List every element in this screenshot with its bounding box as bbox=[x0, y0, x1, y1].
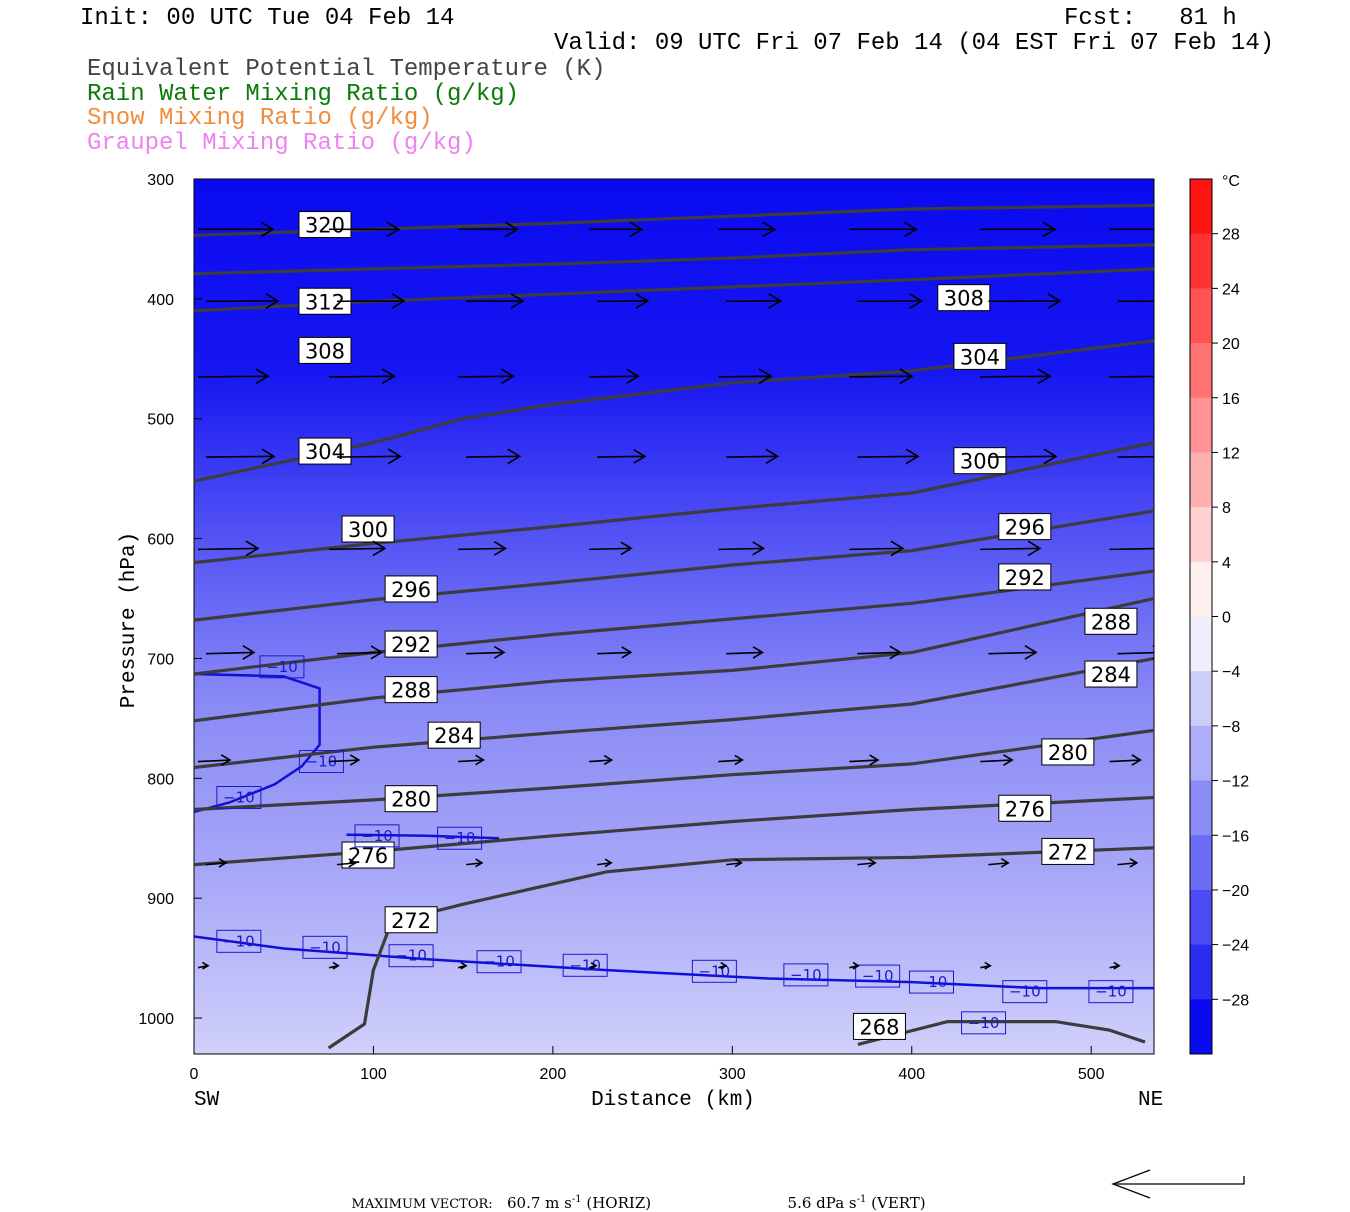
theta-e-contour-label: 288 bbox=[391, 679, 431, 703]
vert-unit: (VERT) bbox=[871, 1194, 926, 1212]
ne-label: NE bbox=[1138, 1089, 1163, 1112]
colorbar-tick-label: −16 bbox=[1222, 828, 1249, 845]
temperature-contour-label: −10 bbox=[223, 788, 255, 806]
x-tick-label: 500 bbox=[1078, 1066, 1105, 1083]
temperature-contour-label: −10 bbox=[223, 932, 255, 950]
theta-e-contour-label: 292 bbox=[1005, 566, 1045, 590]
colorbar-tick-label: 8 bbox=[1222, 500, 1231, 517]
max-vector-label: MAXIMUM VECTOR: bbox=[352, 1197, 493, 1212]
colorbar-tick-label: 20 bbox=[1222, 336, 1240, 353]
colorbar-tick-label: 16 bbox=[1222, 391, 1240, 408]
temperature-contour-label: −10 bbox=[862, 967, 894, 985]
y-tick-label: 500 bbox=[147, 412, 174, 429]
colorbar-tick-label: 0 bbox=[1222, 610, 1231, 627]
theta-e-contour-label: 320 bbox=[305, 214, 345, 238]
y-tick-label: 300 bbox=[147, 172, 174, 189]
theta-e-contour-label: 308 bbox=[305, 339, 345, 363]
theta-e-contour-label: 300 bbox=[960, 450, 1000, 474]
temperature-contour-label: −10 bbox=[790, 966, 822, 984]
theta-e-contour-label: 288 bbox=[1091, 610, 1131, 634]
colorbar-unit: °C bbox=[1222, 173, 1240, 190]
theta-e-contour-label: 296 bbox=[1005, 516, 1045, 540]
colorbar-bin bbox=[1190, 617, 1212, 672]
theta-e-contour-label: 304 bbox=[305, 440, 345, 464]
colorbar-tick-label: −4 bbox=[1222, 664, 1240, 681]
temperature-contour-label: −10 bbox=[361, 827, 393, 845]
y-axis-title: Pressure (hPa) bbox=[118, 532, 141, 708]
theta-e-contour-label: 280 bbox=[1048, 741, 1088, 765]
colorbar-tick-label: 28 bbox=[1222, 227, 1240, 244]
colorbar-bin bbox=[1190, 781, 1212, 836]
x-tick-label: 300 bbox=[719, 1066, 746, 1083]
y-tick-label: 700 bbox=[147, 651, 174, 668]
x-tick-label: 0 bbox=[190, 1066, 199, 1083]
temperature-contour-label: −10 bbox=[916, 973, 948, 991]
x-axis-title: Distance (km) bbox=[591, 1089, 755, 1112]
theta-e-contour-label: 276 bbox=[1005, 797, 1045, 821]
colorbar-bin bbox=[1190, 835, 1212, 890]
y-tick-label: 900 bbox=[147, 891, 174, 908]
temperature-contour-label: −10 bbox=[309, 938, 341, 956]
colorbar-tick-label: −8 bbox=[1222, 719, 1240, 736]
theta-e-contour-label: 280 bbox=[391, 788, 431, 812]
colorbar-tick-label: 12 bbox=[1222, 445, 1240, 462]
max-vector-legend: MAXIMUM VECTOR: 60.7 m s-1 (HORIZ) bbox=[342, 1176, 651, 1212]
colorbar-tick-label: −24 bbox=[1222, 938, 1249, 955]
y-tick-label: 400 bbox=[147, 292, 174, 309]
colorbar-bin bbox=[1190, 507, 1212, 562]
theta-e-contour-label: 284 bbox=[1091, 663, 1131, 687]
colorbar-bin bbox=[1190, 179, 1212, 234]
x-tick-label: 100 bbox=[360, 1066, 387, 1083]
colorbar-bin bbox=[1190, 452, 1212, 507]
colorbar-tick-label: −20 bbox=[1222, 883, 1249, 900]
colorbar-bin bbox=[1190, 343, 1212, 398]
vert-vector-value: 5.6 dPa s bbox=[788, 1194, 857, 1212]
colorbar-tick-label: −12 bbox=[1222, 774, 1249, 791]
colorbar-bin bbox=[1190, 288, 1212, 343]
vert-vector-legend: 5.6 dPa s-1 (VERT) bbox=[778, 1176, 926, 1212]
colorbar-bin bbox=[1190, 726, 1212, 781]
theta-e-contour-label: 304 bbox=[960, 345, 1000, 369]
theta-e-contour-label: 312 bbox=[305, 290, 345, 314]
theta-e-contour-label: 292 bbox=[391, 633, 431, 657]
temperature-contour-label: −10 bbox=[968, 1014, 1000, 1032]
colorbar-bin bbox=[1190, 398, 1212, 453]
x-tick-label: 200 bbox=[540, 1066, 567, 1083]
temperature-contour-label: −10 bbox=[1009, 983, 1041, 1001]
colorbar-bin bbox=[1190, 671, 1212, 726]
y-tick-label: 800 bbox=[147, 771, 174, 788]
temperature-colorbar bbox=[1190, 179, 1212, 1055]
colorbar-bin bbox=[1190, 945, 1212, 1000]
temperature-contour-label: −10 bbox=[444, 829, 476, 847]
colorbar-tick-label: 24 bbox=[1222, 281, 1240, 298]
x-tick-label: 400 bbox=[898, 1066, 925, 1083]
colorbar-bin bbox=[1190, 234, 1212, 289]
y-tick-label: 1000 bbox=[138, 1011, 174, 1028]
reference-arrow bbox=[1113, 1170, 1244, 1198]
colorbar-tick-label: 4 bbox=[1222, 555, 1231, 572]
temperature-contour-label: −10 bbox=[1095, 983, 1127, 1001]
y-tick-label: 600 bbox=[147, 532, 174, 549]
horiz-vector-value: 60.7 m s bbox=[507, 1194, 572, 1212]
theta-e-contour-label: 296 bbox=[391, 578, 431, 602]
temperature-contour-label: −10 bbox=[395, 947, 427, 965]
theta-e-contour-label: 272 bbox=[1048, 840, 1088, 864]
theta-e-contour-label: 284 bbox=[434, 724, 474, 748]
theta-e-contour-label: 300 bbox=[348, 518, 388, 542]
colorbar-bin bbox=[1190, 562, 1212, 617]
theta-e-contour-label: 308 bbox=[944, 287, 984, 311]
horiz-unit: (HORIZ) bbox=[586, 1194, 651, 1212]
sw-label: SW bbox=[194, 1089, 220, 1112]
colorbar-bin bbox=[1190, 999, 1212, 1054]
colorbar-bin bbox=[1190, 890, 1212, 945]
theta-e-contour-label: 272 bbox=[391, 909, 431, 933]
colorbar-tick-label: −28 bbox=[1222, 992, 1249, 1009]
temperature-contour-label: −10 bbox=[266, 658, 298, 676]
theta-e-contour-label: 268 bbox=[859, 1015, 899, 1039]
temperature-contour-label: −10 bbox=[483, 953, 515, 971]
